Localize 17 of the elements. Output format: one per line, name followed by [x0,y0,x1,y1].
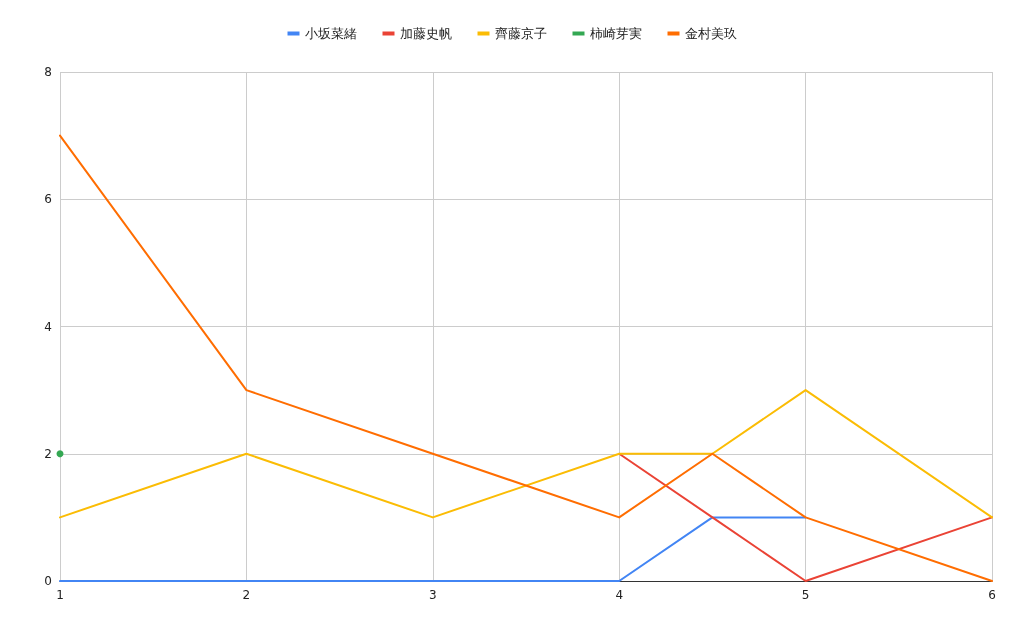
x-tick-label: 6 [988,588,996,602]
x-tick-label: 2 [242,588,251,602]
legend-label: 柿崎芽実 [589,26,642,41]
x-tick-label: 3 [428,588,437,602]
y-tick-label: 6 [44,192,52,207]
line-series [59,134,993,582]
x-tick-label: 5 [801,588,810,602]
legend-label: 齊藤京子 [494,26,547,41]
x-tick-label: 4 [615,588,624,602]
y-tick-label: 0 [44,574,52,588]
x-tick-label: 1 [56,588,64,602]
legend-label: 加藤史帆 [399,26,452,41]
legend-label: 小坂菜緒 [304,26,357,41]
legend-label: 金村美玖 [684,26,737,41]
y-tick-label: 4 [44,319,52,334]
y-tick-label: 2 [44,446,52,461]
y-tick-label: 8 [44,65,52,79]
